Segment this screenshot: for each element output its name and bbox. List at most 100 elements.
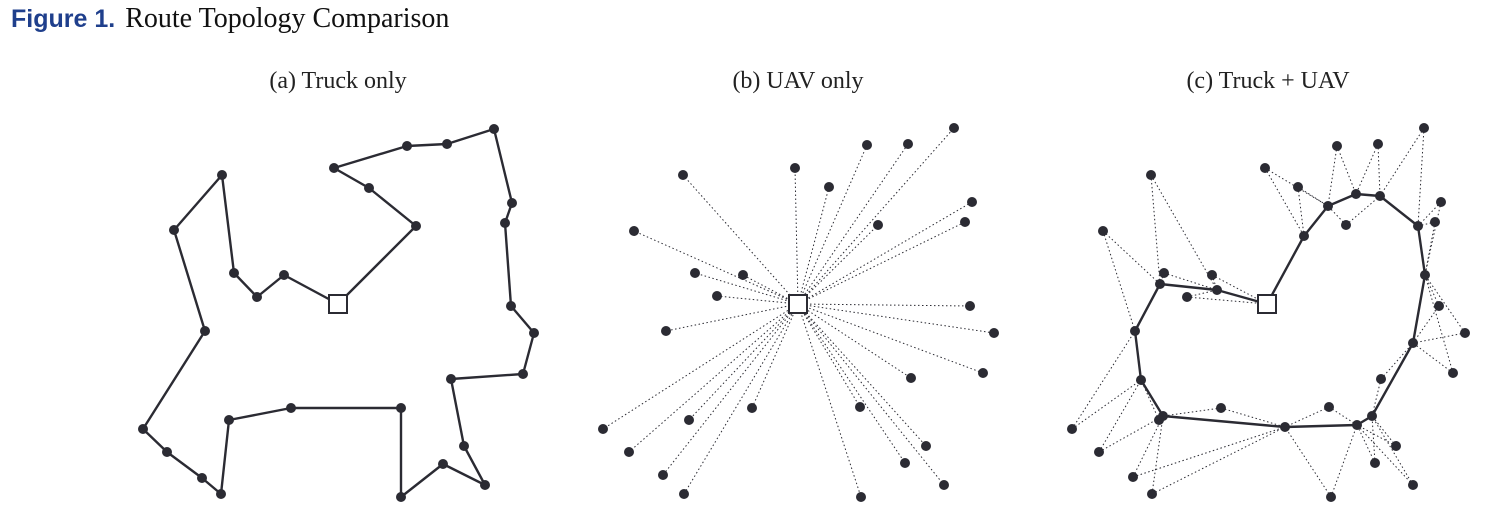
truck-route-node <box>252 292 262 302</box>
panel-c-truck-uav <box>1067 123 1470 502</box>
uav-link <box>683 303 799 495</box>
uav-link <box>1355 143 1379 195</box>
customer-node <box>965 301 975 311</box>
customer-node <box>790 163 800 173</box>
customer-node <box>906 373 916 383</box>
uav-link <box>1132 415 1164 478</box>
uav-link <box>1417 201 1442 227</box>
customer-node <box>629 226 639 236</box>
truck-route-node <box>459 441 469 451</box>
uav-link <box>1330 424 1358 498</box>
customer-node <box>1293 182 1303 192</box>
uav-link <box>797 303 945 486</box>
panel-c-title: (c) Truck + UAV <box>1186 68 1350 94</box>
figure-header: Figure 1. Route Topology Comparison <box>11 3 449 43</box>
uav-link <box>797 186 830 305</box>
customer-node <box>1067 424 1077 434</box>
uav-link <box>1163 272 1218 291</box>
uav-link <box>1186 296 1268 305</box>
truck-route-node <box>1155 279 1165 289</box>
uav-link <box>1220 407 1286 428</box>
uav-link <box>794 167 799 305</box>
uav-link <box>662 303 799 476</box>
uav-link <box>1336 145 1357 195</box>
truck-route-node <box>1280 422 1290 432</box>
uav-link <box>1356 424 1397 447</box>
truck-route-node <box>396 403 406 413</box>
uav-link <box>1371 415 1414 486</box>
customer-node <box>712 291 722 301</box>
truck-route-node <box>1367 411 1377 421</box>
uav-link <box>1071 379 1142 430</box>
truck-route-node <box>162 447 172 457</box>
truck-route-node <box>507 198 517 208</box>
customer-node <box>960 217 970 227</box>
uav-link <box>797 201 973 305</box>
uav-link <box>1297 186 1305 237</box>
customer-node <box>1159 268 1169 278</box>
customer-node <box>738 270 748 280</box>
customer-node <box>1419 123 1429 133</box>
panel-a-title: (a) Truck only <box>269 68 406 94</box>
uav-link <box>628 303 799 453</box>
panel-b-title: (b) UAV only <box>732 68 863 94</box>
truck-route <box>1133 192 1427 429</box>
uav-link <box>1150 174 1161 285</box>
uav-link <box>1328 406 1358 426</box>
uav-link <box>1371 378 1382 417</box>
truck-route-node <box>500 218 510 228</box>
customer-node <box>1448 368 1458 378</box>
truck-route-node <box>169 225 179 235</box>
truck-route-node <box>438 459 448 469</box>
customer-node <box>661 326 671 336</box>
uav-link <box>1264 167 1305 237</box>
truck-route-node <box>216 489 226 499</box>
uav-link <box>688 303 799 421</box>
uav-link <box>1424 274 1440 307</box>
uav-link <box>1371 415 1376 464</box>
customer-node <box>690 268 700 278</box>
depot-square-icon <box>328 294 348 314</box>
customer-node <box>873 220 883 230</box>
uav-link <box>1102 230 1161 285</box>
customer-node <box>900 458 910 468</box>
customer-node <box>824 182 834 192</box>
customer-node <box>1341 220 1351 230</box>
truck-route-node <box>1408 338 1418 348</box>
uav-link <box>797 303 971 307</box>
customer-node <box>684 415 694 425</box>
uav-link <box>797 303 862 498</box>
uav-link <box>797 127 955 305</box>
uav-link <box>1417 127 1425 227</box>
uav-link <box>665 303 799 332</box>
truck-route-node <box>402 141 412 151</box>
uav-link <box>797 303 984 374</box>
truck-route-node <box>138 424 148 434</box>
depot-square-icon <box>1257 294 1277 314</box>
panel-b-uav-only <box>598 123 999 502</box>
uav-link <box>1424 201 1442 276</box>
customer-node <box>989 328 999 338</box>
customer-node <box>1434 301 1444 311</box>
truck-route-node <box>446 374 456 384</box>
truck-route-node <box>1420 270 1430 280</box>
customer-node <box>903 139 913 149</box>
truck-route-node <box>1323 201 1333 211</box>
customer-node <box>949 123 959 133</box>
customer-node <box>1326 492 1336 502</box>
customer-node <box>967 197 977 207</box>
uav-link <box>1356 424 1414 486</box>
uav-link <box>1417 221 1436 227</box>
uav-link <box>1371 415 1397 447</box>
uav-link <box>1071 330 1136 430</box>
truck-route-node <box>529 328 539 338</box>
uav-link <box>797 303 861 408</box>
uav-link <box>682 174 799 305</box>
uav-link <box>751 303 799 409</box>
customer-node <box>1376 374 1386 384</box>
customer-node <box>1436 197 1446 207</box>
uav-link <box>1284 426 1332 498</box>
truck-route-node <box>279 270 289 280</box>
truck-route-node <box>518 369 528 379</box>
